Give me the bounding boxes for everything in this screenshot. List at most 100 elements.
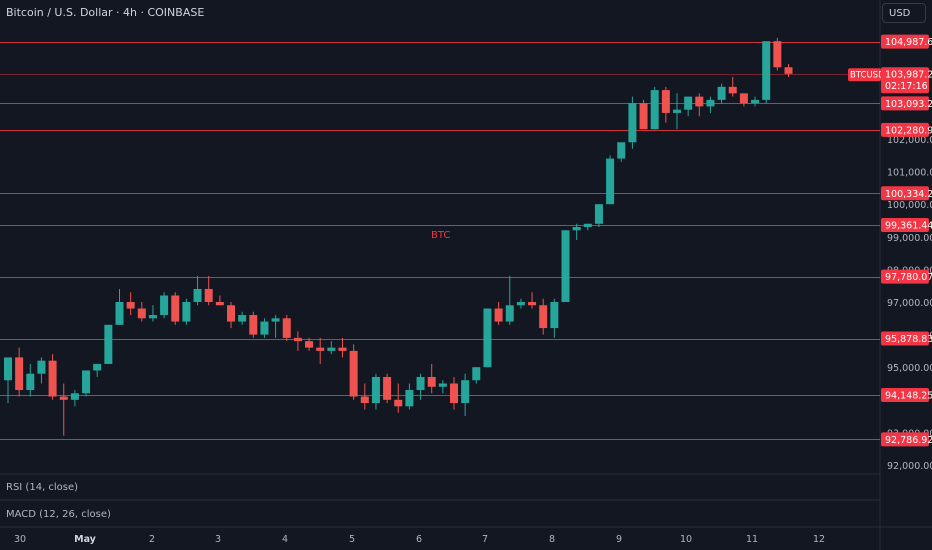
candle-body	[695, 96, 704, 107]
candle	[472, 367, 481, 384]
macd-indicator-label[interactable]: MACD (12, 26, close)	[6, 509, 111, 520]
candle-body	[751, 99, 760, 104]
candle-body	[550, 302, 559, 329]
candle-countdown: 02:17:16	[885, 81, 928, 92]
candle-body	[494, 308, 503, 322]
candle	[438, 380, 447, 394]
candle	[37, 357, 46, 384]
candle	[160, 292, 169, 319]
candle	[550, 298, 559, 338]
price-tick-label: 95,000.00	[887, 363, 932, 374]
candle-body	[193, 288, 202, 302]
candle-body	[583, 223, 592, 228]
candle	[528, 292, 537, 309]
candle-body	[126, 302, 135, 309]
candle-body	[661, 90, 670, 113]
price-level-tag	[881, 269, 929, 284]
candle-body	[137, 308, 146, 319]
candle	[617, 142, 626, 162]
candle-body	[59, 396, 68, 400]
candle-body	[728, 86, 737, 94]
candle	[416, 373, 425, 400]
candle-body	[762, 41, 771, 100]
candle-body	[483, 308, 492, 368]
candle	[628, 96, 637, 149]
symbol-title: Bitcoin / U.S. Dollar · 4h · COINBASE	[6, 6, 205, 19]
price-tick-label: 92,000.00	[887, 461, 932, 472]
candle-body	[505, 305, 514, 322]
candle	[383, 373, 392, 404]
time-axis[interactable]: 30 May 2 3 4 5 6 7 8 9 10 11 12	[14, 534, 825, 545]
time-tick-label: 30	[14, 534, 26, 545]
time-tick-label: 8	[549, 534, 555, 545]
price-level-tag-label: 104,987.61	[885, 37, 932, 48]
candle	[305, 337, 314, 351]
candle	[371, 373, 380, 410]
time-tick-label: 9	[616, 534, 622, 545]
time-tick-label: 3	[215, 534, 221, 545]
candle-body	[371, 376, 380, 404]
candle	[70, 390, 79, 407]
candle-body	[717, 86, 726, 100]
candle	[784, 64, 793, 78]
candle-body	[338, 347, 347, 351]
candle	[316, 337, 325, 364]
price-axis[interactable]: 102,000.00101,000.00100,000.0099,000.009…	[848, 34, 932, 472]
candle-body	[539, 305, 548, 329]
candle	[82, 370, 91, 397]
candle	[583, 223, 592, 231]
price-tick-label: 97,000.00	[887, 298, 932, 309]
candle	[115, 288, 124, 325]
candle	[238, 311, 247, 325]
time-tick-label: 2	[149, 534, 155, 545]
candle-body	[572, 227, 581, 231]
candle-body	[238, 315, 247, 322]
candle-body	[617, 142, 626, 159]
candle-body	[773, 41, 782, 68]
candle-body	[416, 376, 425, 391]
candle	[773, 37, 782, 71]
time-tick-label: May	[74, 534, 97, 545]
price-level-tag-label: 92,786.92	[885, 435, 932, 446]
candle-body	[260, 321, 269, 335]
candle	[338, 337, 347, 358]
candle	[204, 275, 213, 306]
candle	[271, 315, 280, 338]
candle-body	[93, 363, 102, 371]
candle-body	[405, 390, 414, 407]
candle-body	[104, 324, 113, 364]
candle	[193, 275, 202, 306]
candle	[639, 99, 648, 130]
candle	[739, 93, 748, 107]
candle-body	[516, 302, 525, 306]
currency-button[interactable]: USD	[882, 3, 926, 23]
price-level-tag	[881, 331, 929, 346]
time-tick-label: 12	[813, 534, 825, 545]
candle	[215, 295, 224, 306]
price-level-tag	[881, 96, 929, 111]
candle	[249, 311, 258, 338]
candle-body	[171, 295, 180, 322]
candle	[171, 292, 180, 325]
candle	[450, 376, 458, 410]
candle-body	[349, 350, 358, 397]
rsi-indicator-label[interactable]: RSI (14, close)	[6, 482, 79, 493]
candle	[293, 331, 302, 351]
candle	[4, 357, 12, 404]
candle-body	[360, 396, 369, 404]
candle-body	[438, 383, 447, 387]
candle	[539, 298, 548, 335]
time-tick-label: 7	[482, 534, 488, 545]
candle	[684, 96, 693, 117]
candle	[461, 373, 470, 417]
time-tick-label: 4	[282, 534, 288, 545]
candle	[394, 383, 403, 413]
candle	[606, 155, 615, 205]
candle-body	[26, 373, 35, 391]
candle	[137, 302, 146, 322]
price-level-tag-label: 97,780.07	[885, 272, 932, 283]
candle-body	[427, 376, 436, 387]
symbol-tag-label: BTCUSD	[850, 71, 885, 81]
candle-body	[684, 96, 693, 110]
